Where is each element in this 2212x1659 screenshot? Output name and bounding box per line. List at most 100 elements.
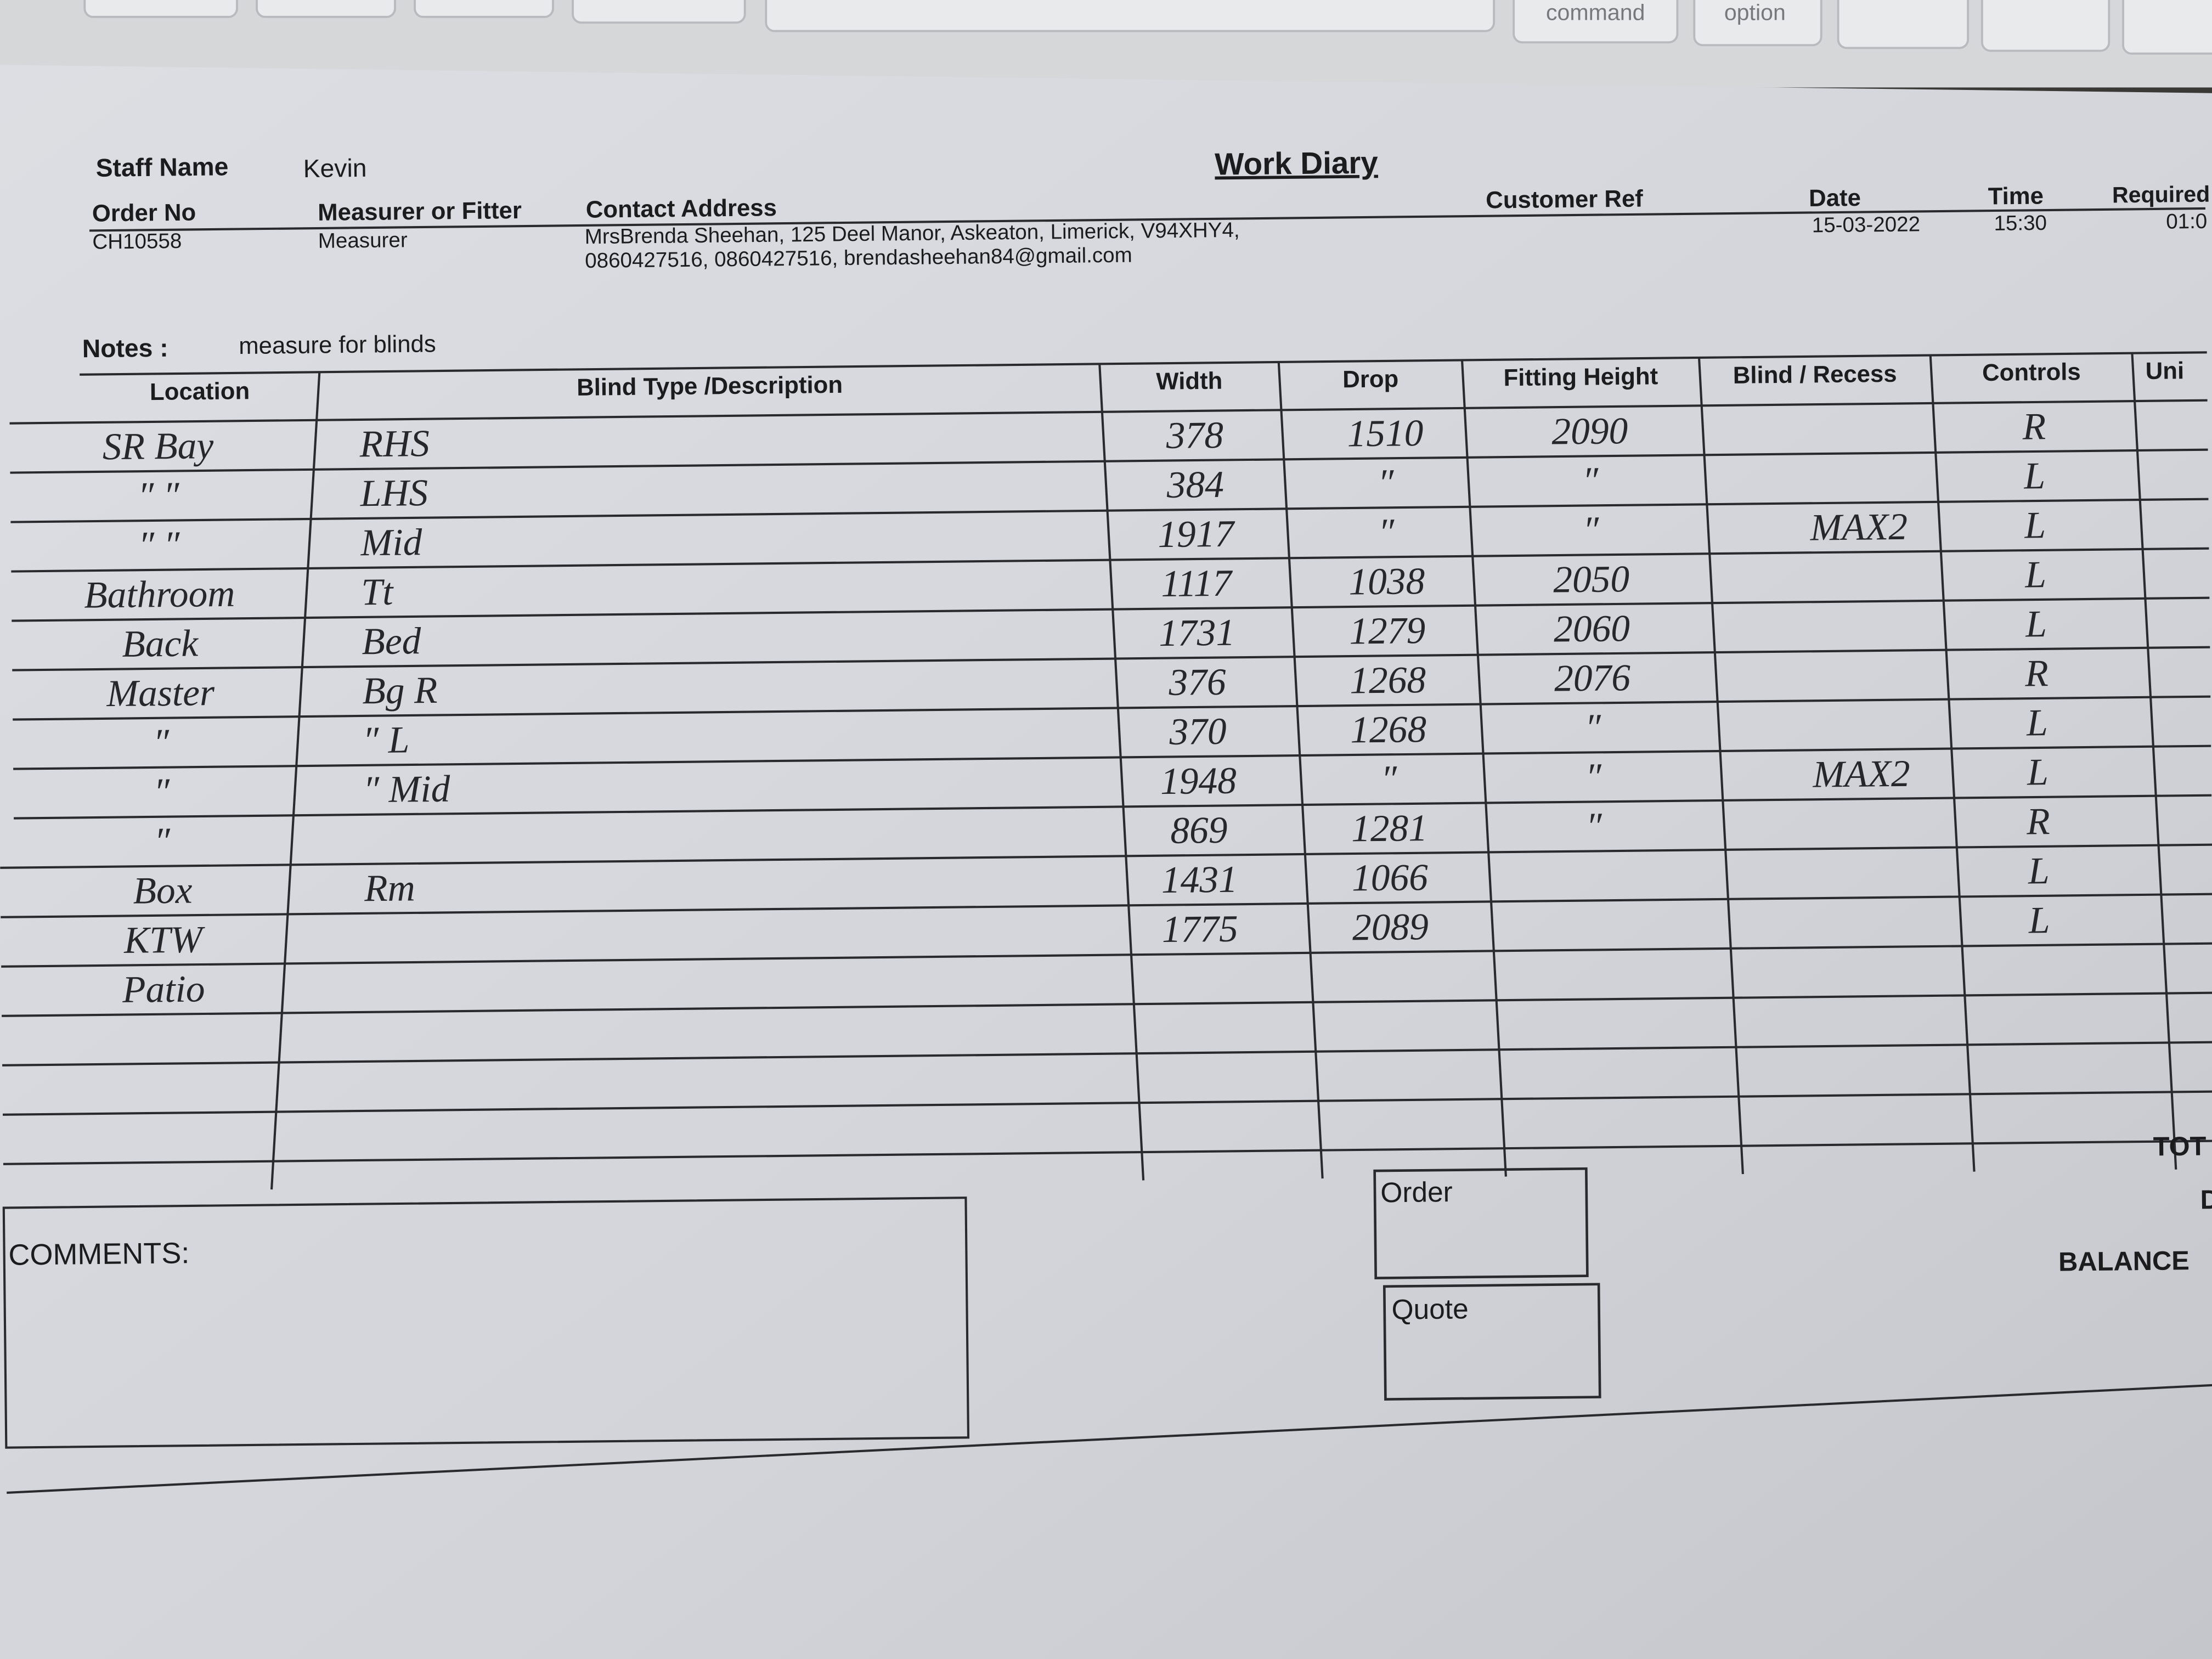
column-header: Fitting Height <box>1503 363 1658 391</box>
handwritten-location: ″ <box>154 820 171 862</box>
table-rule <box>10 498 2209 523</box>
key <box>1513 0 1679 44</box>
handwritten-recess: MAX2 <box>1812 753 1910 796</box>
label: Notes : <box>82 334 168 363</box>
handwritten-type: Mid <box>360 521 422 564</box>
handwritten-controls: L <box>2028 850 2050 892</box>
label: Contact Address <box>586 194 777 223</box>
value: 15:30 <box>1994 211 2047 235</box>
handwritten-drop: 1268 <box>1350 708 1427 751</box>
handwritten-drop: ″ <box>1381 758 1398 800</box>
key <box>1837 0 1970 49</box>
notes-text: measure for blinds <box>239 330 436 359</box>
handwritten-drop: ″ <box>1378 462 1395 504</box>
quote-label: Quote <box>1391 1293 1469 1325</box>
title: Work Diary <box>1215 145 1379 182</box>
handwritten-width: 1731 <box>1159 612 1235 654</box>
handwritten-type: Tt <box>361 571 394 614</box>
table-rule <box>9 399 2208 425</box>
key-label: command <box>1546 0 1645 25</box>
handwritten-fitting-height: 2076 <box>1554 657 1631 699</box>
handwritten-controls: L <box>2024 554 2046 596</box>
value: Kevin <box>303 154 366 183</box>
handwritten-type: ″ L <box>363 719 410 761</box>
spacebar <box>765 0 1496 32</box>
table-rule <box>12 596 2210 622</box>
total-label: TOT <box>2153 1132 2207 1162</box>
label: Time <box>1988 182 2044 210</box>
total-label: D <box>2200 1185 2212 1215</box>
handwritten-location: Master <box>106 672 215 715</box>
handwritten-width: 376 <box>1168 661 1226 704</box>
handwritten-type: Bed <box>362 620 421 663</box>
handwritten-location: Patio <box>122 968 205 1011</box>
key <box>1693 0 1822 47</box>
handwritten-type: Bg R <box>362 669 438 712</box>
table-rule <box>0 843 2212 869</box>
handwritten-location: ″ ″ <box>138 524 180 567</box>
handwritten-drop: 1066 <box>1352 856 1429 899</box>
handwritten-drop: ″ <box>1378 511 1395 554</box>
handwritten-drop: 2089 <box>1352 906 1429 949</box>
column-header: Blind Type /Description <box>577 371 843 401</box>
value: 15-03-2022 <box>1812 212 1921 237</box>
handwritten-controls: L <box>2027 751 2049 793</box>
handwritten-type: LHS <box>359 472 428 515</box>
handwritten-location: ″ <box>153 721 170 764</box>
handwritten-type: ″ Mid <box>363 768 450 811</box>
table-rule <box>1 893 2212 918</box>
key-label: option <box>1724 0 1786 25</box>
table-rule <box>14 794 2212 820</box>
label: Customer Ref <box>1486 185 1643 214</box>
column-rule <box>270 372 321 1190</box>
form: Staff Name Kevin Work Diary Order No CH1… <box>0 145 2212 1494</box>
handwritten-width: 869 <box>1170 809 1228 852</box>
handwritten-controls: L <box>2026 702 2048 744</box>
handwritten-fitting-height: ″ <box>1585 707 1602 749</box>
handwritten-fitting-height: 2090 <box>1551 410 1628 453</box>
total-label: BALANCE <box>2058 1246 2190 1277</box>
column-rule <box>1697 357 1744 1175</box>
handwritten-location: ″ ″ <box>138 475 180 517</box>
handwritten-location: Back <box>122 622 199 665</box>
table-rule <box>2 991 2212 1017</box>
handwritten-width: 1948 <box>1160 760 1237 803</box>
label: Staff Name <box>95 152 228 182</box>
handwritten-fitting-height: ″ <box>1582 460 1599 502</box>
key <box>1980 0 2111 52</box>
table-rule <box>80 351 2207 376</box>
handwritten-location: Box <box>133 870 193 912</box>
handwritten-width: 384 <box>1166 464 1224 506</box>
order-box <box>1373 1167 1589 1279</box>
handwritten-location: SR Bay <box>102 425 213 468</box>
label: Order No <box>92 199 196 227</box>
handwritten-fitting-height: 2050 <box>1553 558 1630 601</box>
key <box>572 0 746 24</box>
label: Date <box>1809 184 1861 212</box>
handwritten-width: 1775 <box>1161 908 1238 951</box>
order-label: Order <box>1380 1176 1453 1208</box>
label: Measurer or Fitter <box>318 197 522 226</box>
column-rule <box>1098 364 1145 1181</box>
column-header: Blind / Recess <box>1733 360 1897 389</box>
column-rule <box>1460 360 1507 1177</box>
quote-box <box>1383 1283 1601 1401</box>
handwritten-controls: L <box>2023 455 2045 497</box>
column-header: Location <box>150 377 250 405</box>
handwritten-fitting-height: 2060 <box>1554 607 1630 650</box>
paper <box>0 65 2212 1659</box>
comments-box <box>2 1197 970 1449</box>
handwritten-controls: L <box>2028 899 2050 941</box>
handwritten-width: 1117 <box>1161 562 1234 605</box>
value: 01:0 <box>2166 210 2208 234</box>
handwritten-fitting-height: ″ <box>1585 756 1602 798</box>
handwritten-drop: 1281 <box>1351 807 1428 850</box>
comments-label: COMMENTS: <box>8 1237 190 1271</box>
handwritten-controls: R <box>2026 800 2050 843</box>
header-rule <box>89 207 2205 232</box>
handwritten-type: RHS <box>359 422 430 465</box>
column-rule <box>2131 353 2177 1170</box>
handwritten-drop: 1038 <box>1348 560 1425 603</box>
